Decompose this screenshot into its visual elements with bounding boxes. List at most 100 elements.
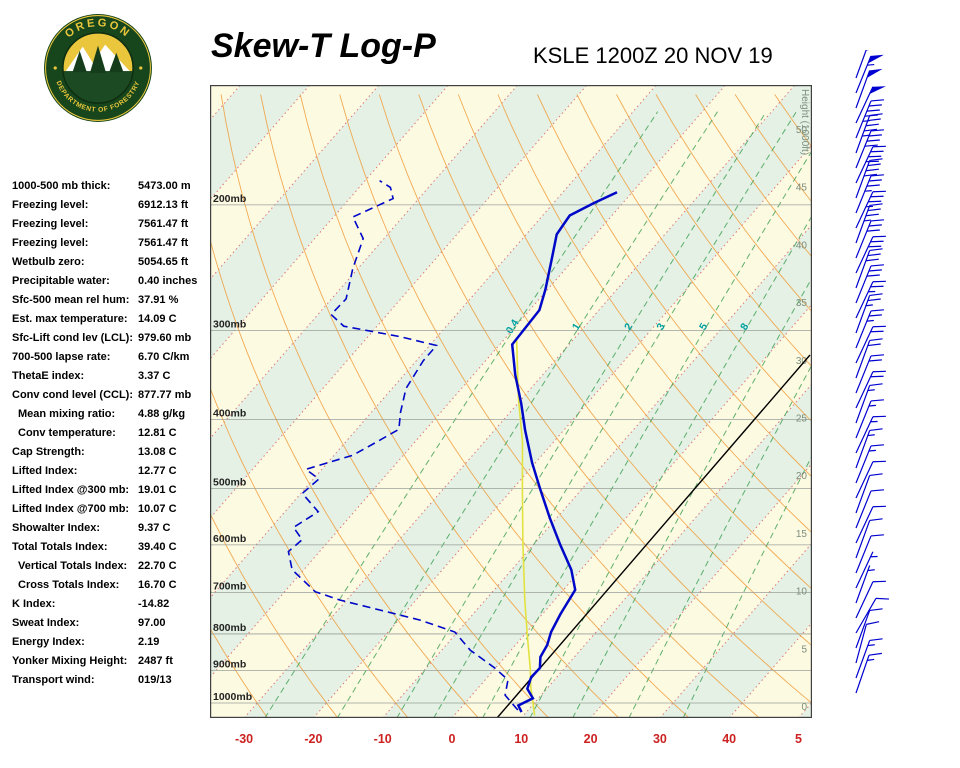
- wind-barb: [855, 325, 886, 364]
- stat-label: Cross Totals Index:: [18, 579, 120, 591]
- stat-value: 7561.47 ft: [138, 237, 189, 249]
- stat-row: Total Totals Index: 39.40 C: [12, 541, 212, 560]
- pressure-label: 900mb: [213, 658, 246, 670]
- mixing-ratio-label: 8: [738, 321, 751, 332]
- pressure-label: 600mb: [213, 533, 246, 545]
- wind-barb: [855, 534, 884, 574]
- wind-barb: [855, 608, 883, 649]
- stat-row: Sfc-Lift cond lev (LCL): 979.60 mb: [12, 332, 212, 351]
- stat-row: 700-500 lapse rate: 6.70 C/km: [12, 351, 212, 370]
- stat-row: Vertical Totals Index: 22.70 C: [12, 560, 212, 579]
- height-tick-label: 10: [796, 587, 808, 598]
- stat-label: Lifted Index @300 mb:: [12, 484, 130, 496]
- wind-barb: [855, 551, 878, 589]
- height-tick-label: 30: [796, 356, 808, 367]
- stat-label: Lifted Index:: [12, 465, 78, 477]
- chart-border: [210, 85, 812, 718]
- wind-barb: [855, 415, 886, 454]
- wind-barb: [855, 399, 884, 439]
- temperature-tick-label: 30: [653, 732, 667, 746]
- stat-row: K Index: -14.82: [12, 598, 212, 617]
- stat-label: Freezing level:: [12, 218, 89, 230]
- wind-barb: [855, 293, 883, 334]
- wind-barb: [855, 50, 870, 79]
- wind-barb: [855, 652, 882, 694]
- height-tick-label: 50: [796, 125, 808, 136]
- height-tick-label: 15: [796, 529, 808, 540]
- wind-barb: [855, 219, 884, 259]
- temperature-tick-label: 10: [514, 732, 528, 746]
- height-tick-label: 20: [796, 471, 808, 482]
- plot-area: 0.4 1 2 3 5 8200mb300mb400mb500mb600mb700mb80…: [210, 85, 812, 718]
- stat-row: 1000-500 mb thick: 5473.00 m: [12, 180, 212, 199]
- stat-row: Cap Strength: 13.08 C: [12, 446, 212, 465]
- stat-label: Yonker Mixing Height:: [12, 655, 128, 667]
- stat-row: Lifted Index: 12.77 C: [12, 465, 212, 484]
- stat-row: Conv cond level (CCL): 877.77 mb: [12, 389, 212, 408]
- wind-barb: [855, 174, 884, 214]
- stat-label: Sweat Index:: [12, 617, 80, 629]
- stat-value: 7561.47 ft: [138, 218, 189, 230]
- stat-row: Freezing level: 7561.47 ft: [12, 218, 212, 237]
- stat-label: Conv temperature:: [18, 427, 116, 439]
- stat-value: 16.70 C: [138, 579, 177, 591]
- skewt-chart: 0.4 1 2 3 5 8200mb300mb400mb500mb600mb700mb80…: [210, 85, 812, 746]
- wind-barb: [855, 280, 886, 319]
- stat-label: Showalter Index:: [12, 522, 101, 534]
- height-tick-label: 45: [796, 183, 808, 194]
- pressure-label: 700mb: [213, 581, 246, 593]
- pressure-label: 300mb: [213, 318, 246, 330]
- stat-label: Est. max temperature:: [12, 313, 128, 325]
- wind-barb: [855, 460, 886, 499]
- stat-value: 19.01 C: [138, 484, 177, 496]
- stat-value: 877.77 mb: [138, 389, 192, 401]
- temperature-tick-label: 5: [795, 732, 802, 746]
- stat-label: 1000-500 mb thick:: [12, 180, 111, 192]
- stat-value: -14.82: [138, 598, 170, 610]
- stat-label: Cap Strength:: [12, 446, 85, 458]
- stat-row: Sfc-500 mean rel hum: 37.91 %: [12, 294, 212, 313]
- station-datetime: KSLE 1200Z 20 NOV 19: [533, 43, 773, 68]
- wind-barb: [855, 473, 883, 514]
- stat-value: 4.88 g/kg: [138, 408, 186, 420]
- stat-label: Transport wind:: [12, 674, 95, 686]
- stat-row: Showalter Index: 9.37 C: [12, 522, 212, 541]
- temperature-tick-label: -20: [304, 732, 322, 746]
- stat-label: K Index:: [12, 598, 56, 610]
- mixing-ratio-label: 2: [622, 321, 635, 332]
- stat-label: Total Totals Index:: [12, 541, 108, 553]
- wind-barb: [855, 444, 884, 484]
- stat-label: Wetbulb zero:: [12, 256, 85, 268]
- stat-value: 0.40 inches: [138, 275, 198, 287]
- wind-barb: [855, 129, 884, 169]
- wind-barb: [855, 190, 886, 229]
- stat-label: Conv cond level (CCL):: [12, 389, 134, 401]
- stat-label: ThetaE index:: [12, 370, 85, 382]
- logo-star-right: [139, 66, 143, 70]
- wind-barb: [855, 338, 883, 379]
- dewpoint-trace: [287, 180, 519, 711]
- stat-value: 6.70 C/km: [138, 351, 190, 363]
- stat-row: ThetaE index: 3.37 C: [12, 370, 212, 389]
- stat-label: Vertical Totals Index:: [18, 560, 128, 572]
- stat-value: 5054.65 ft: [138, 256, 189, 268]
- stat-row: Lifted Index @300 mb: 19.01 C: [12, 484, 212, 503]
- temperature-tick-label: 20: [584, 732, 598, 746]
- wind-barb: [855, 264, 884, 304]
- mixing-ratio-label: 3: [654, 321, 667, 332]
- stat-row: Cross Totals Index: 16.70 C: [12, 579, 212, 598]
- stat-value: 37.91 %: [138, 294, 179, 306]
- pressure-label: 1000mb: [213, 691, 252, 703]
- logo-tree-icon: [109, 52, 124, 73]
- page-title: Skew-T Log-P: [211, 27, 436, 65]
- stat-label: Sfc-Lift cond lev (LCL):: [12, 332, 133, 344]
- stat-value: 14.09 C: [138, 313, 177, 325]
- stat-value: 979.60 mb: [138, 332, 192, 344]
- pressure-label: 400mb: [213, 407, 246, 419]
- temperature-trace: [510, 191, 618, 713]
- stat-label: Precipitable water:: [12, 275, 110, 287]
- stat-value: 12.77 C: [138, 465, 177, 477]
- wind-barb: [855, 145, 886, 184]
